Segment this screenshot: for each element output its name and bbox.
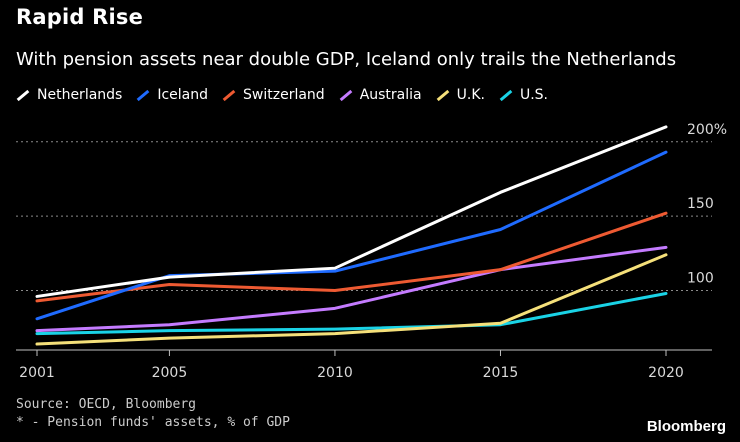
legend-label: Iceland (157, 87, 209, 103)
x-tick-label-2010: 2010 (317, 365, 353, 381)
legend-item-switzerland: Switzerland (222, 87, 325, 103)
series-line-australia (35, 245, 668, 333)
legend-item-australia: Australia (339, 87, 422, 103)
footer: Source: OECD, Bloomberg * - Pension fund… (16, 396, 290, 432)
series-line-u-s (35, 291, 668, 336)
legend-label: U.K. (456, 87, 485, 103)
legend-item-u-k: U.K. (436, 87, 485, 103)
legend-label: U.S. (519, 87, 548, 103)
series-line-iceland (35, 150, 668, 321)
bloomberg-logo: Bloomberg (646, 418, 726, 435)
legend-item-iceland: Iceland (136, 87, 208, 103)
series-line-u-k (35, 253, 668, 346)
x-tick-label-2005: 2005 (152, 365, 188, 381)
x-tick-label-2020: 2020 (648, 365, 684, 381)
chart-subtitle: With pension assets near double GDP, Ice… (16, 49, 677, 70)
x-tick-label-2015: 2015 (483, 365, 519, 381)
x-tick-label-2001: 2001 (19, 365, 55, 381)
y-tick-label-100: 100 (687, 271, 714, 287)
legend-label: Netherlands (37, 87, 123, 103)
legend-label: Australia (359, 87, 422, 103)
footnote: * - Pension funds' assets, % of GDP (16, 415, 290, 430)
source-note: Source: OECD, Bloomberg (16, 397, 197, 412)
y-tick-label-150: 150 (687, 196, 714, 212)
chart-title: Rapid Rise (16, 5, 144, 29)
legend-item-u-s: U.S. (499, 87, 548, 103)
legend-item-netherlands: Netherlands (16, 87, 122, 103)
legend: Netherlands Iceland Switzerland Australia U.… (16, 87, 548, 103)
y-tick-label-200: 200% (687, 122, 727, 138)
legend-label: Switzerland (243, 87, 325, 103)
series-line-netherlands (35, 125, 668, 298)
